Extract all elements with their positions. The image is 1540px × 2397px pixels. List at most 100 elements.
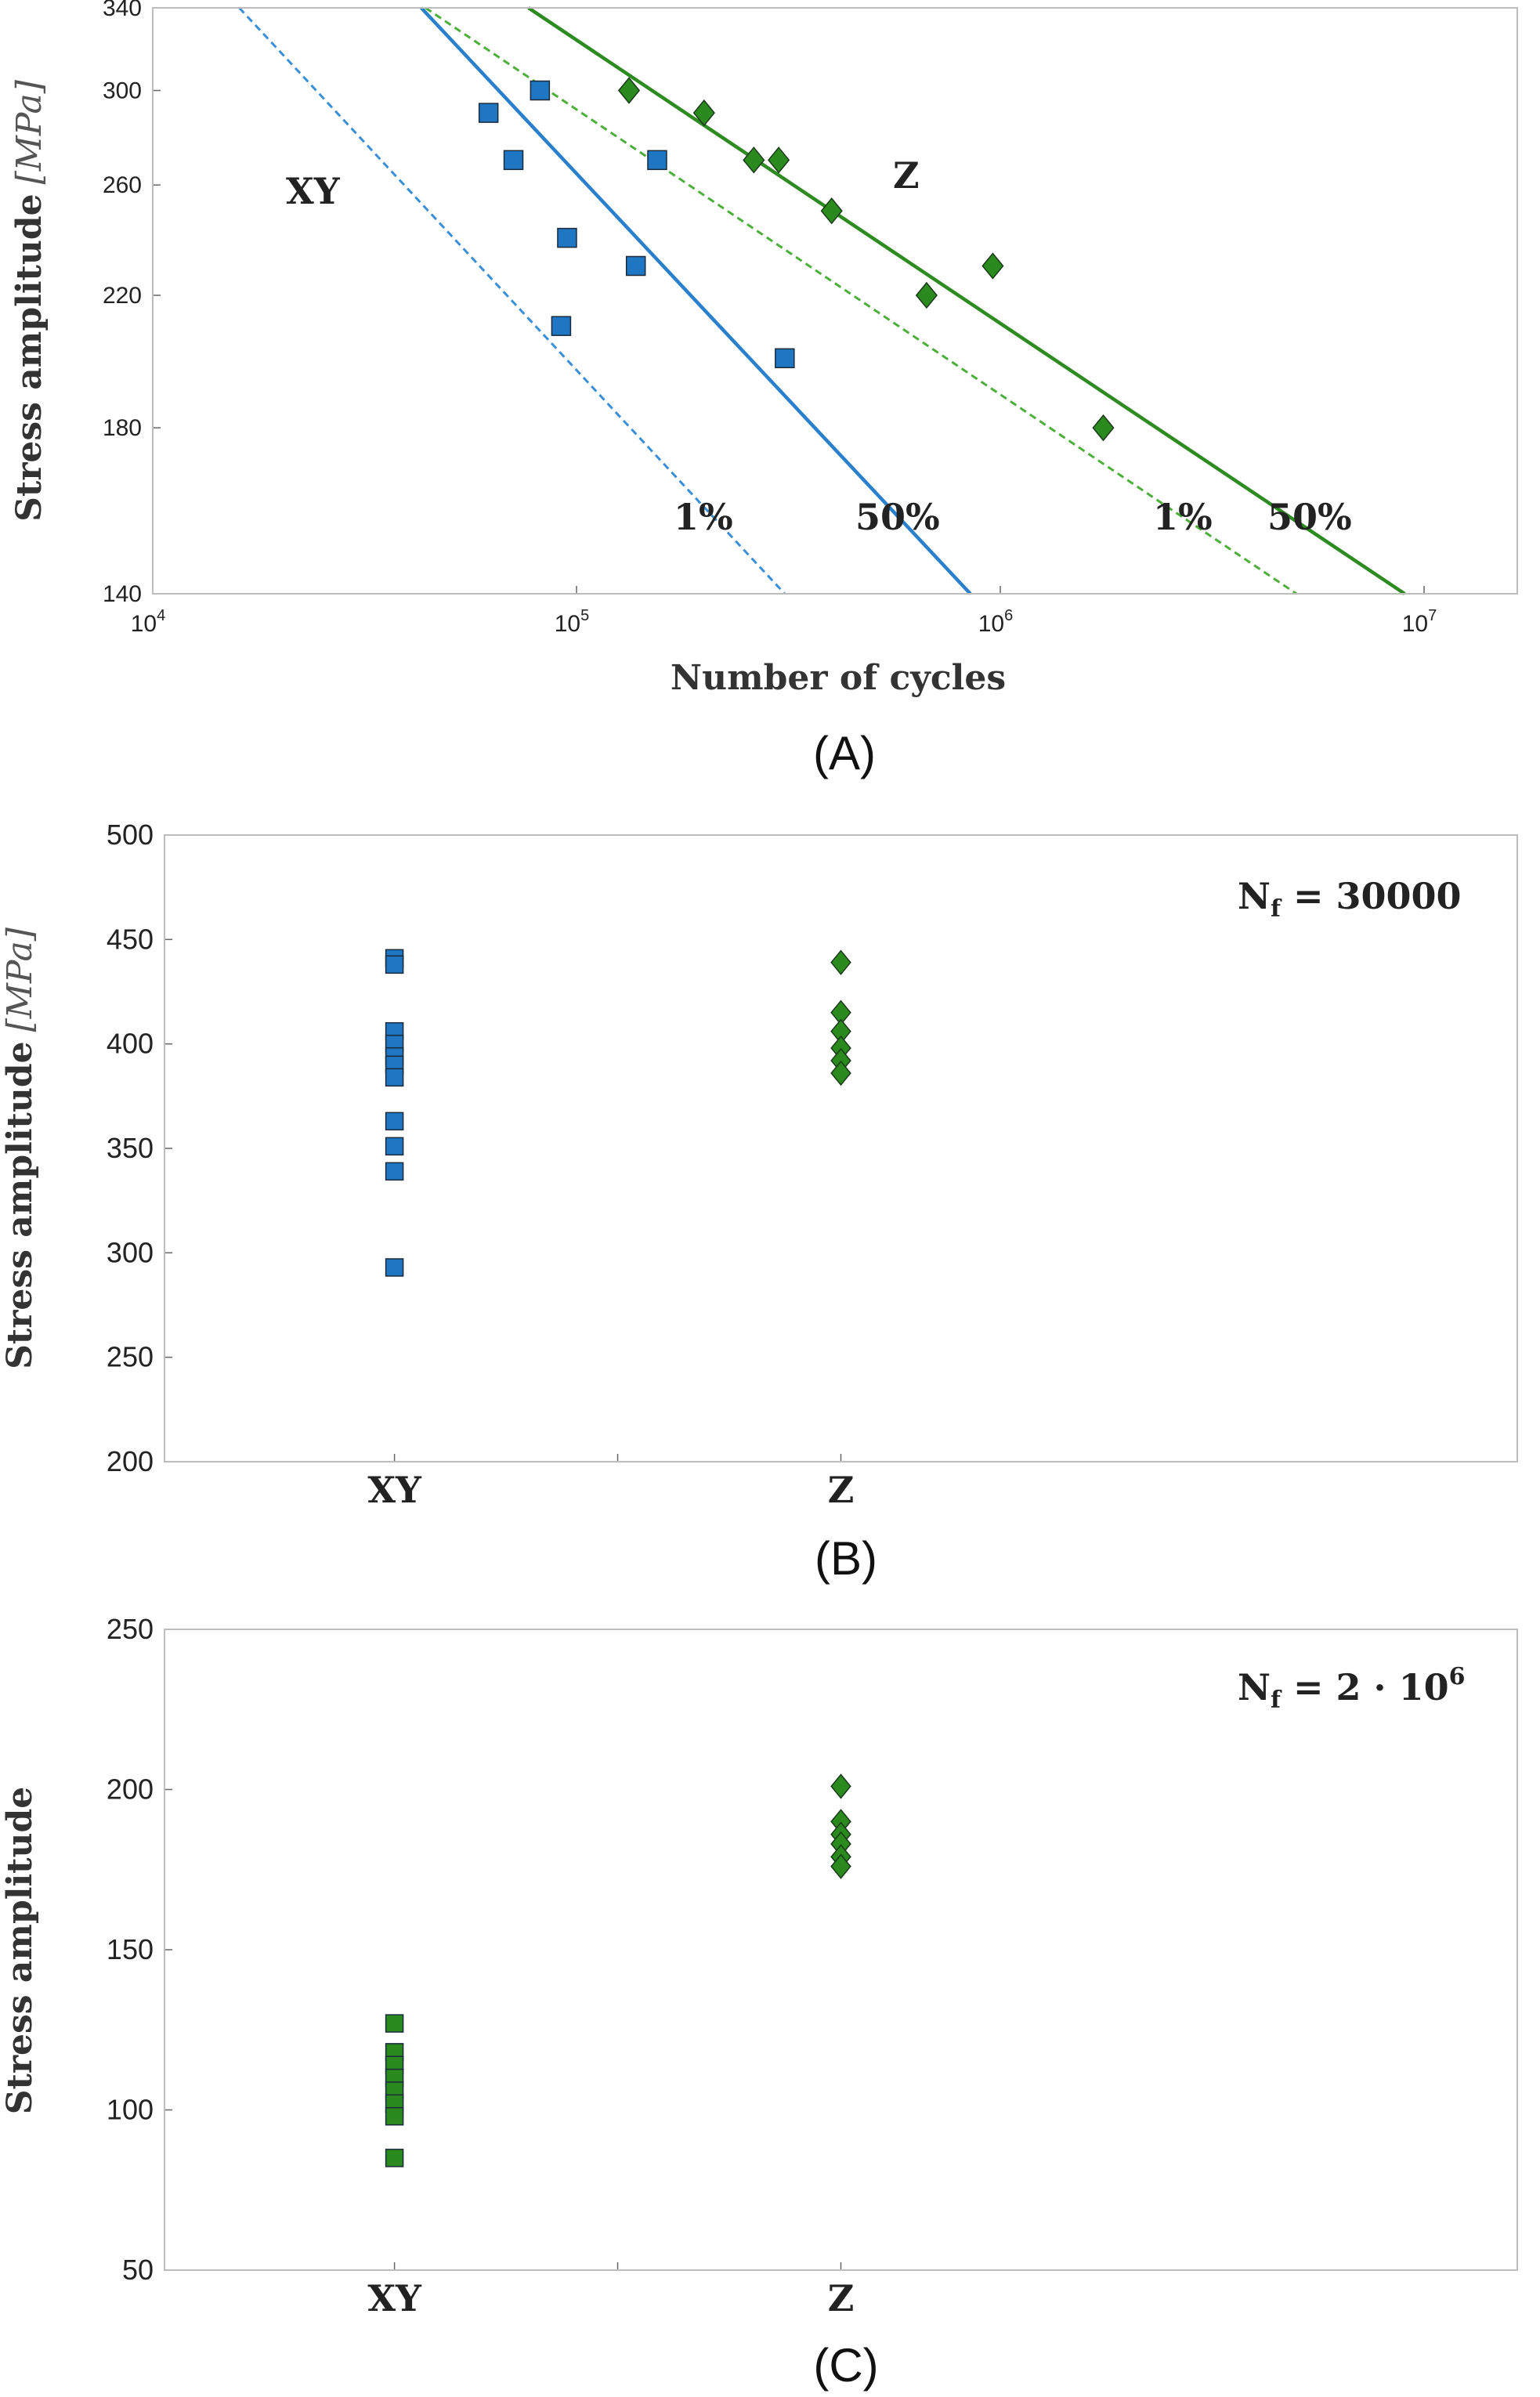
panel-c-plot-frame: [164, 1629, 1518, 2271]
panel-b-ytick-label: 300: [107, 1236, 154, 1268]
panel-c-nf-sup: 6: [1449, 1663, 1466, 1690]
panel-b-nf-rest: = 30000: [1281, 875, 1462, 917]
panel-c-point-xy: [385, 2149, 404, 2167]
panel-c-y-ticks: 50 100 150 200 250: [107, 1613, 154, 2286]
panel-b-y-axis-title-text: Stress amplitude: [0, 1041, 40, 1368]
panel-b-x-ticks: XY Z: [367, 1469, 854, 1511]
panel-b-ytick-label: 200: [107, 1445, 154, 1477]
panel-a-point-z: [768, 146, 790, 174]
panel-b-category-label: XY: [367, 1469, 422, 1511]
panel-a-xtick-label: 107: [1402, 607, 1437, 637]
panel-b-point-xy: [385, 1068, 404, 1087]
panel-b-ytick-label: 250: [107, 1341, 154, 1373]
panel-b-point-xy: [385, 955, 404, 974]
panel-c-nf-sub: f: [1271, 1687, 1282, 1714]
panel-a-ytick-label: 300: [103, 78, 142, 104]
panel-b-y-ticks: 200 250 300 350 400 450 500: [107, 819, 154, 1477]
panel-a-ytick-label: 220: [103, 283, 142, 309]
panel-a-xtick-exp: 6: [1004, 607, 1013, 624]
panel-a-xtick-exp: 4: [157, 607, 165, 624]
panel-a-y-ticks: 140 180 220 260 300 340: [103, 0, 142, 607]
panel-a-point-xy: [775, 348, 795, 369]
panel-a-xtick-label: 106: [978, 607, 1014, 637]
panel-a-caption: (A): [813, 727, 876, 779]
panel-a-xtick-label: 104: [131, 607, 166, 637]
panel-b-caption: (B): [815, 1532, 877, 1585]
panel-b-point-xy: [385, 1162, 404, 1181]
panel-a-label-z-1pct: 1%: [1153, 496, 1213, 538]
panel-a-point-xy: [478, 103, 499, 123]
panel-a-label-xy-50pct: 50%: [855, 496, 940, 538]
panel-a-ytick-label: 180: [103, 415, 142, 441]
panel-c: 50 100 150 200 250 XY Z Nf = 2 · 106 Stress a…: [0, 1613, 1518, 2392]
panel-a-point-z: [981, 252, 1004, 280]
panel-c-point-xy: [385, 2106, 404, 2126]
panel-b-ytick-label: 400: [107, 1028, 154, 1060]
panel-b-ytick-label: 500: [107, 819, 154, 851]
panel-a-fit-line-2: [425, 6, 1297, 595]
panel-a-lines: [238, 6, 1406, 595]
panel-a-point-xy: [647, 150, 667, 171]
panel-a-plot-frame: [152, 7, 1518, 595]
panel-a-xtick-label: 105: [555, 607, 590, 637]
panel-c-x-ticks: XY Z: [367, 2277, 854, 2319]
panel-c-nf-annotation: Nf = 2 · 106: [1238, 1663, 1465, 1714]
panel-b-category-label: Z: [828, 1469, 855, 1511]
panel-a-xtick-exp: 5: [580, 607, 589, 624]
panel-a-point-z: [692, 99, 715, 127]
panel-a-label-xy-1pct: 1%: [674, 496, 733, 538]
panel-b-point-z: [830, 1060, 851, 1086]
panel-a-label-z-50pct: 50%: [1267, 496, 1352, 538]
panel-c-ytick-label: 150: [107, 1933, 154, 1965]
panel-c-ytick-label: 100: [107, 2094, 154, 2126]
panel-c-caption: (C): [813, 2339, 878, 2392]
panel-a-fit-line-1: [420, 6, 972, 595]
panel-a-y-axis-unit: [MPa]: [9, 79, 49, 184]
panel-c-points: [385, 1773, 851, 2167]
panel-c-point-z: [830, 1853, 851, 1879]
panel-b-point-xy: [385, 1112, 404, 1131]
panel-a-point-z: [820, 197, 843, 225]
panel-a-x-ticks: 104 105 106 107: [131, 607, 1437, 637]
panel-a-annotation-z: Z: [893, 154, 920, 197]
panel-b-grid: [164, 834, 842, 1462]
panel-a-x-axis-title: Number of cycles: [671, 658, 1006, 698]
panel-b-plot-frame: [164, 834, 1518, 1462]
panel-c-ytick-label: 50: [122, 2254, 154, 2286]
panel-a-point-xy: [625, 255, 646, 277]
panel-c-ytick-label: 250: [107, 1613, 154, 1645]
panel-c-grid: [164, 1629, 842, 2271]
panel-a-annotation-xy: XY: [286, 170, 341, 212]
panel-b-y-axis-title: Stress amplitude [MPa]: [0, 927, 40, 1369]
panel-c-category-label: XY: [367, 2277, 422, 2319]
panel-b-ytick-label: 350: [107, 1132, 154, 1164]
panel-b-nf-annotation: Nf = 30000: [1238, 875, 1462, 923]
panel-a-point-xy: [557, 227, 577, 248]
panel-a-grid: [152, 7, 1425, 595]
panel-a-point-z: [743, 146, 765, 174]
panel-a-point-z: [915, 281, 938, 309]
panel-a-fit-line-0: [238, 6, 786, 595]
panel-b-point-xy: [385, 1258, 404, 1277]
panel-b-nf-sub: f: [1271, 895, 1282, 923]
panel-c-nf-main: N: [1238, 1666, 1271, 1708]
panel-a-ytick-label: 140: [103, 581, 142, 607]
panel-a-point-z: [1092, 414, 1115, 442]
panel-a-y-axis-title-text: Stress amplitude: [9, 193, 49, 521]
panel-a-fit-line-3: [527, 6, 1406, 595]
panel-b-y-axis-unit: [MPa]: [0, 927, 40, 1032]
panel-a-point-xy: [503, 150, 524, 171]
panel-b: 200 250 300 350 400 450 500 XY Z Nf = 30000 Str…: [0, 819, 1518, 1585]
panel-a-point-z: [617, 77, 641, 104]
panel-b-point-z: [830, 949, 851, 975]
panel-a-y-axis-title: Stress amplitude [MPa]: [9, 79, 49, 522]
panel-a-xtick-exp: 7: [1428, 607, 1437, 624]
panel-a-ytick-label: 340: [103, 0, 142, 21]
panel-b-points: [385, 949, 851, 1277]
panel-c-ytick-label: 200: [107, 1773, 154, 1806]
panel-a-point-xy: [530, 80, 551, 101]
panel-a-points: [478, 77, 1115, 442]
panel-b-ytick-label: 450: [107, 923, 154, 955]
panel-c-y-axis-title: Stress amplitude: [0, 1787, 40, 2114]
